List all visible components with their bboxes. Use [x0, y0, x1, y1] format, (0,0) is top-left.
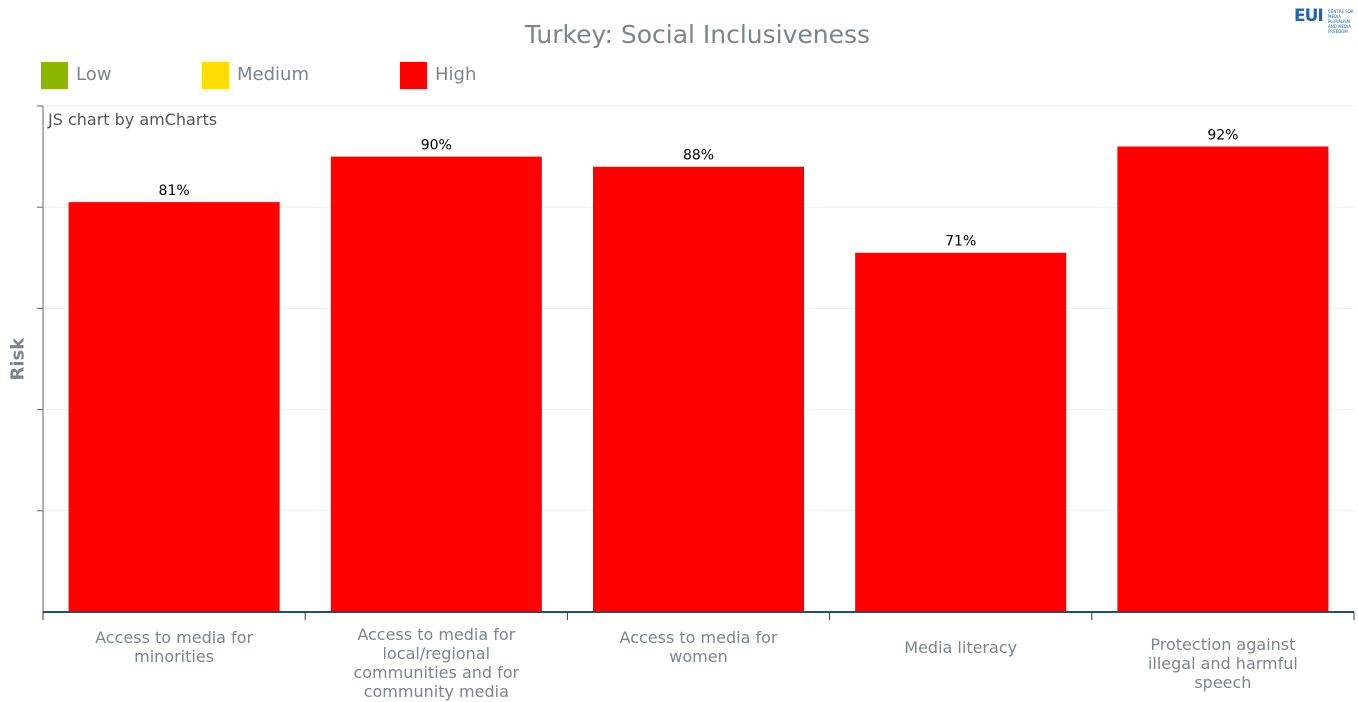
legend-swatch-high	[400, 62, 427, 89]
eui-logo: EUI CENTRE FOR MEDIA PLURALISM AND MEDIA…	[1294, 6, 1354, 34]
x-axis-category-label-line: community media	[363, 682, 509, 701]
bar[interactable]	[68, 202, 280, 612]
x-axis-category-label: Access to media for minorities	[64, 628, 284, 666]
chart-title: Turkey: Social Inclusiveness	[524, 20, 871, 49]
eui-logo-subtext: CENTRE FOR MEDIA PLURALISM AND MEDIA FRE…	[1328, 9, 1354, 34]
bar[interactable]	[592, 166, 805, 612]
bar-value-label: 90%	[421, 138, 452, 154]
legend-label-medium: Medium	[237, 64, 309, 85]
legend-label-low: Low	[76, 64, 112, 85]
bar-value-label: 71%	[945, 234, 976, 250]
x-axis-category-label-line: speech	[1194, 672, 1252, 692]
legend-swatch-low	[41, 62, 68, 89]
x-axis-category-label-line: Protection against	[1150, 634, 1296, 654]
x-axis-category-label-line: illegal and harmful	[1147, 653, 1298, 673]
x-axis-category-label-line: Media literacy	[904, 637, 1018, 657]
eui-logo-text: EUI	[1294, 6, 1324, 26]
legend-label-high: High	[435, 64, 477, 85]
bar-value-label: 88%	[683, 148, 714, 164]
x-axis-category-label-line: local/regional	[382, 644, 491, 663]
bar[interactable]	[330, 156, 542, 612]
x-axis-category-label: Access to media for local/regional communi…	[326, 625, 546, 701]
x-axis-category-label: Protection against illegal and harmful spe…	[1113, 635, 1333, 692]
x-axis-category-label-line: Access to media for	[95, 628, 254, 647]
x-axis-category-label-line: women	[669, 647, 728, 666]
amcharts-credit-link[interactable]: JS chart by amCharts	[48, 110, 218, 129]
x-axis-category-label-line: Access to media for	[357, 625, 516, 644]
bar-value-label: 81%	[159, 183, 190, 199]
legend-swatch-medium	[202, 62, 229, 89]
x-axis-category-label-line: minorities	[134, 647, 215, 666]
x-axis-category-label-line: communities and for	[353, 663, 520, 682]
x-axis-category-label-line: Access to media for	[619, 628, 778, 647]
bar[interactable]	[1117, 146, 1329, 613]
bar[interactable]	[855, 252, 1067, 613]
bar-value-label: 92%	[1207, 127, 1238, 143]
x-axis-category-label: Media literacy	[851, 638, 1071, 657]
x-axis-category-label: Access to media for women	[589, 628, 809, 666]
